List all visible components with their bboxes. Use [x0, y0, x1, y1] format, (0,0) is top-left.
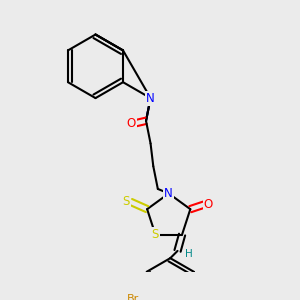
Text: N: N: [146, 92, 155, 105]
Text: Br: Br: [127, 294, 139, 300]
Text: S: S: [152, 228, 159, 241]
Text: O: O: [127, 117, 136, 130]
Text: H: H: [184, 249, 192, 259]
Text: S: S: [123, 195, 130, 208]
Text: N: N: [164, 187, 173, 200]
Text: O: O: [204, 198, 213, 211]
